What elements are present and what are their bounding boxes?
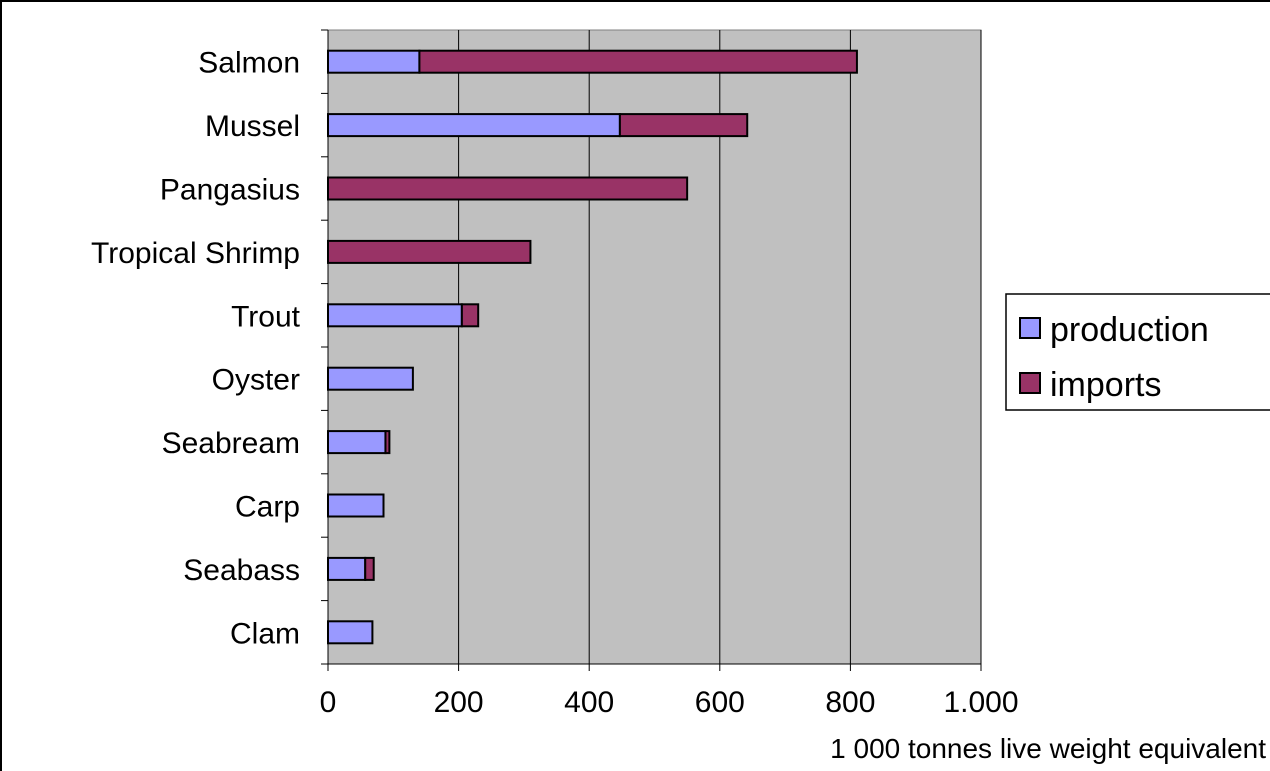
x-tick-label-3: 600 (695, 686, 745, 719)
bar-seabass-production (327, 556, 367, 581)
y-tick-label-seabass: Seabass (183, 554, 300, 587)
legend-swatch-production (1019, 317, 1041, 339)
bars (327, 49, 858, 645)
bar-mussel-production (327, 113, 621, 138)
bar-tropical-shrimp-imports (327, 239, 532, 264)
bar-clam-production (327, 620, 374, 645)
y-tick-label-oyster: Oyster (212, 364, 300, 397)
legend-label-imports: imports (1050, 366, 1161, 404)
y-tick-label-mussel: Mussel (205, 110, 300, 143)
y-tick-label-pangasius: Pangasius (160, 174, 300, 207)
y-tick-label-carp: Carp (235, 491, 300, 524)
bar-salmon-imports (418, 49, 858, 74)
y-tick-label-seabream: Seabream (162, 427, 300, 460)
bar-trout-imports (460, 303, 480, 328)
x-tick-labels: 0 200 400 600 800 1.000 (320, 686, 1019, 719)
bar-salmon-production (327, 49, 421, 74)
x-tick-label-2: 400 (564, 686, 614, 719)
y-tick-label-clam: Clam (230, 617, 300, 650)
bar-pangasius-imports (327, 176, 689, 201)
x-tick-label-0: 0 (320, 686, 337, 719)
x-tick-label-4: 800 (825, 686, 875, 719)
y-tick-label-salmon: Salmon (198, 47, 300, 80)
x-tick-label-5: 1.000 (943, 686, 1018, 719)
bar-seabream-imports (384, 430, 391, 455)
y-tick-label-tropical-shrimp: Tropical Shrimp (91, 237, 300, 270)
x-tick-label-1: 200 (434, 686, 484, 719)
legend: production imports (1005, 293, 1270, 411)
legend-label-production: production (1050, 311, 1209, 349)
x-axis-label: 1 000 tonnes live weight equivalent (830, 733, 1266, 764)
bar-trout-production (327, 303, 463, 328)
bar-carp-production (327, 493, 385, 518)
bar-seabass-imports (364, 556, 375, 581)
y-tick-label-trout: Trout (231, 300, 301, 333)
bar-seabream-production (327, 430, 387, 455)
bar-mussel-imports (618, 113, 749, 138)
legend-swatch-imports (1019, 372, 1041, 394)
y-tick-labels: Salmon Mussel Pangasius Tropical Shrimp Trou… (91, 47, 301, 651)
legend-box (1005, 293, 1270, 411)
bar-oyster-production (327, 366, 414, 391)
